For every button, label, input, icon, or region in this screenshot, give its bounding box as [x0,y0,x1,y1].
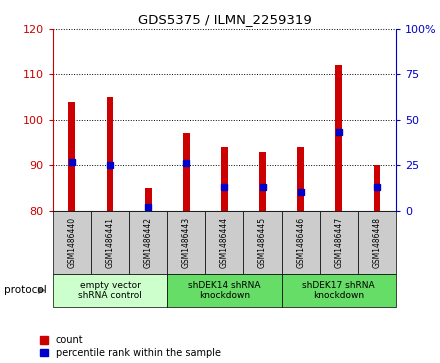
Text: GSM1486443: GSM1486443 [182,217,191,268]
Legend: count, percentile rank within the sample: count, percentile rank within the sample [40,335,220,358]
Text: GSM1486442: GSM1486442 [143,217,153,268]
Text: GSM1486440: GSM1486440 [67,217,77,268]
Text: GSM1486444: GSM1486444 [220,217,229,268]
Bar [145,188,151,211]
Bar [183,133,190,211]
Text: GSM1486447: GSM1486447 [334,217,343,268]
Text: GSM1486441: GSM1486441 [106,217,114,268]
Text: GSM1486448: GSM1486448 [372,217,381,268]
Bar [259,151,266,211]
Bar [69,102,75,211]
Text: GSM1486445: GSM1486445 [258,217,267,268]
Text: shDEK14 shRNA
knockdown: shDEK14 shRNA knockdown [188,281,260,300]
Bar [374,165,380,211]
Bar [221,147,228,211]
Text: protocol: protocol [4,285,47,295]
Title: GDS5375 / ILMN_2259319: GDS5375 / ILMN_2259319 [138,13,311,26]
Text: empty vector
shRNA control: empty vector shRNA control [78,281,142,300]
Text: shDEK17 shRNA
knockdown: shDEK17 shRNA knockdown [302,281,375,300]
Bar [106,97,114,211]
Bar [335,65,342,211]
Bar [297,147,304,211]
Text: GSM1486446: GSM1486446 [296,217,305,268]
